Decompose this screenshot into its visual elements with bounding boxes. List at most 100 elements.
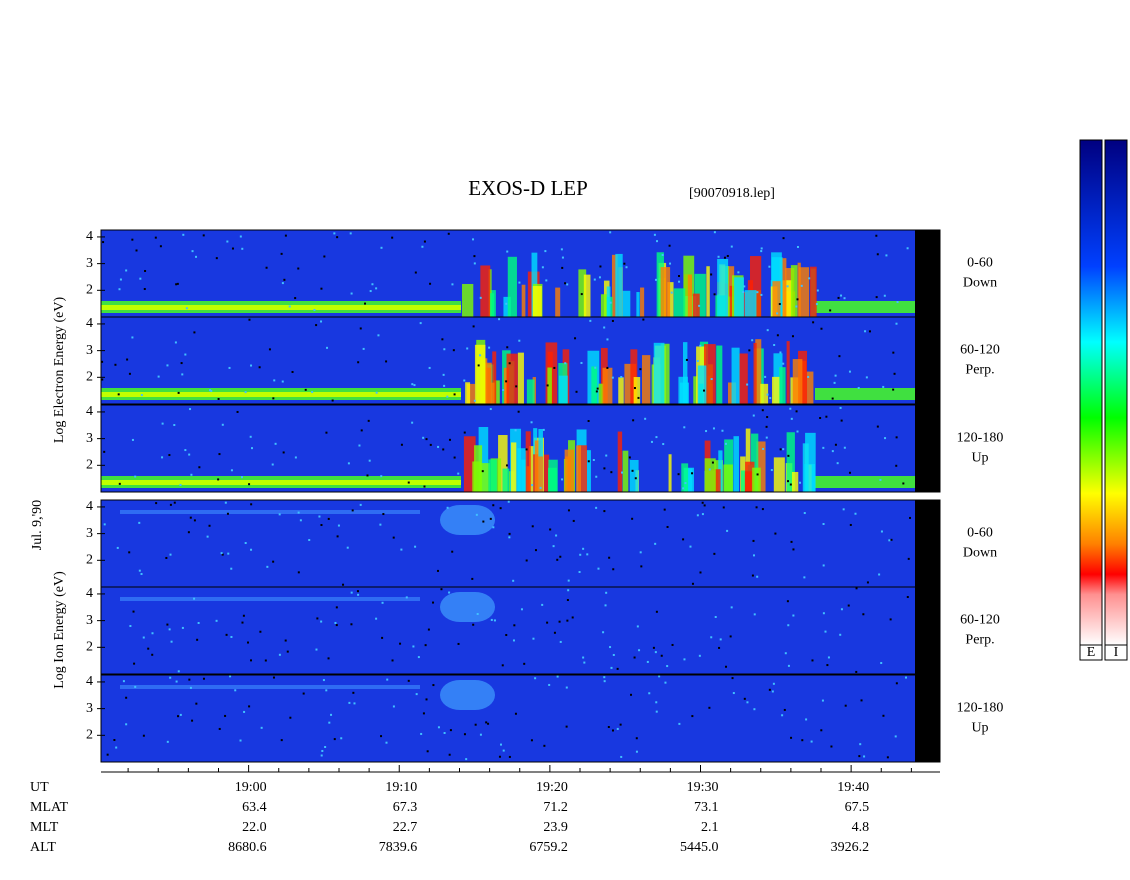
spectrogram-noise — [755, 506, 758, 509]
spectrogram-noise — [603, 680, 606, 683]
no-data — [915, 500, 940, 587]
spectrogram-noise — [786, 600, 789, 603]
spectrogram-feature — [805, 432, 816, 492]
spectrogram-noise — [636, 625, 639, 628]
spectrogram-feature — [120, 685, 420, 689]
spectrogram-noise — [327, 517, 330, 520]
spectrogram-noise — [628, 456, 631, 459]
spectrogram-noise — [272, 397, 275, 400]
spectrogram-noise — [202, 677, 205, 680]
spectrogram-noise — [655, 610, 658, 613]
spectrogram-noise — [118, 288, 121, 291]
spectrogram-noise — [463, 379, 466, 382]
date-label: Jul. 9,'90 — [30, 500, 45, 550]
spectrogram-feature — [598, 383, 604, 404]
spectrogram-noise — [566, 283, 569, 286]
spectrogram-noise — [508, 362, 511, 365]
spectrogram-feature — [617, 431, 623, 492]
spectrogram-noise — [737, 271, 740, 274]
spectrogram-noise — [765, 436, 768, 439]
spectrogram-noise — [357, 361, 360, 364]
spectrogram-noise — [556, 558, 559, 561]
spectrogram-noise — [125, 269, 128, 272]
spectrogram-noise — [359, 327, 362, 330]
spectrogram-noise — [407, 679, 410, 682]
spectrogram-noise — [541, 603, 544, 606]
spectrogram-noise — [440, 588, 443, 591]
spectrogram-noise — [696, 514, 699, 517]
spectrogram-noise — [226, 512, 229, 515]
spectrogram-noise — [892, 388, 895, 391]
spectrogram-noise — [196, 638, 199, 641]
spectrogram-feature — [440, 592, 495, 622]
spectrogram-noise — [654, 278, 657, 281]
spectrogram-noise — [191, 719, 194, 722]
spectrogram-feature — [630, 349, 638, 404]
spectrogram — [101, 675, 915, 762]
spectrogram-noise — [381, 601, 384, 604]
spectrogram-noise — [274, 442, 277, 445]
spectrogram-noise — [328, 721, 331, 724]
spectrogram-noise — [760, 250, 763, 253]
spectrogram-noise — [392, 705, 395, 708]
spectrogram-noise — [816, 289, 819, 292]
spectrogram-noise — [582, 547, 585, 550]
spectrogram-noise — [489, 408, 492, 411]
spectrogram-noise — [375, 617, 378, 620]
spectrogram-noise — [479, 733, 482, 736]
spectrogram-noise — [173, 424, 176, 427]
spectrogram-noise — [244, 542, 247, 545]
colorbar-box — [1079, 644, 1103, 661]
spectrogram-noise — [498, 755, 501, 758]
spectrogram-noise — [142, 734, 145, 737]
y-tick-label: 4 — [86, 229, 93, 244]
spectrogram-feature — [547, 367, 552, 404]
spectrogram-noise — [671, 643, 674, 646]
spectrogram-noise — [630, 693, 633, 696]
panel-range: 0-60 — [967, 526, 993, 541]
spectrogram-noise — [753, 708, 756, 711]
spectrogram-feature — [798, 350, 808, 404]
ephemeris-value: 67.3 — [393, 800, 418, 815]
spectrogram-noise — [381, 636, 384, 639]
y-tick-label: 2 — [86, 370, 93, 385]
spectrogram-noise — [722, 506, 725, 509]
spectrogram-noise — [604, 604, 607, 607]
spectrogram-noise — [542, 428, 545, 431]
spectrogram-noise — [843, 446, 846, 449]
spectrogram-noise — [318, 515, 321, 518]
colorbar — [1104, 139, 1128, 646]
spectrogram-noise — [713, 293, 716, 296]
spectrogram-noise — [786, 285, 789, 288]
spectrogram-noise — [549, 528, 552, 531]
spectrogram-noise — [117, 393, 120, 396]
spectrogram-noise — [165, 556, 168, 559]
spectrogram-noise — [505, 302, 508, 305]
spectrogram-noise — [179, 483, 182, 486]
spectrogram-feature — [753, 342, 757, 404]
spectrogram-noise — [103, 450, 106, 453]
spectrogram-noise — [133, 662, 136, 665]
y-tick-label: 4 — [86, 404, 93, 419]
spectrogram-noise — [566, 619, 569, 622]
spectrogram-noise — [796, 430, 799, 433]
spectrogram-noise — [508, 532, 511, 535]
spectrogram-noise — [644, 417, 647, 420]
spectrogram-noise — [661, 253, 664, 256]
spectrogram-noise — [834, 374, 837, 377]
spectrogram-noise — [243, 710, 246, 713]
spectrogram-noise — [337, 524, 340, 527]
spectrogram-noise — [580, 293, 583, 296]
spectrogram-noise — [623, 262, 626, 265]
spectrogram-noise — [122, 680, 125, 683]
spectrogram-noise — [360, 429, 363, 432]
spectrogram-noise — [902, 482, 905, 485]
spectrogram-noise — [719, 638, 722, 641]
spectrogram-noise — [606, 338, 609, 341]
spectrogram-noise — [605, 591, 608, 594]
spectrogram-noise — [561, 478, 564, 481]
spectrogram-noise — [118, 482, 121, 485]
spectrogram-noise — [311, 391, 314, 394]
spectrogram-noise — [766, 393, 769, 396]
spectrogram-noise — [839, 406, 842, 409]
